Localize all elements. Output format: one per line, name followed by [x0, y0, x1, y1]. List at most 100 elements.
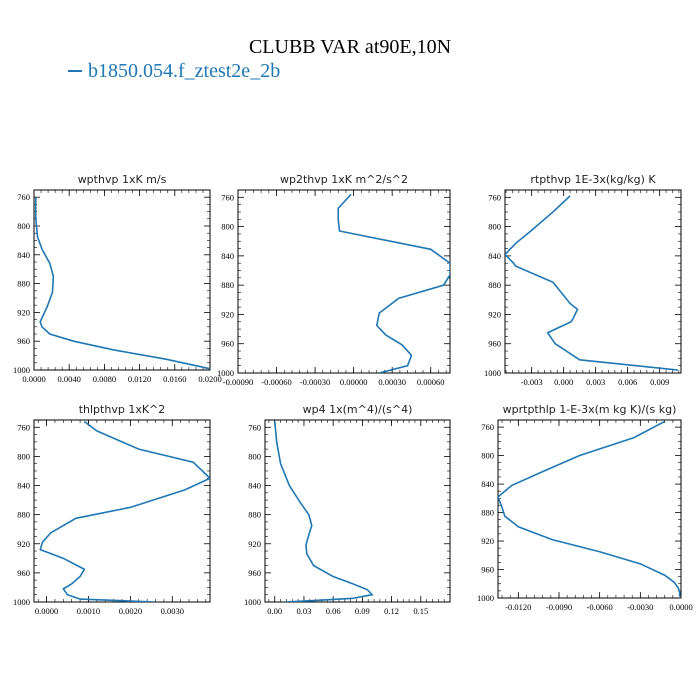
- x-tick-label: 0.0160: [163, 374, 186, 384]
- panel-1: wpthvp 1xK m/s76080084088092096010000.00…: [13, 173, 222, 384]
- x-tick-label: 0.03: [297, 606, 312, 616]
- plot-frame: [264, 419, 451, 603]
- y-tick-label: 920: [17, 307, 30, 317]
- panel-2: wp2thvp 1xK m^2/s^2 760 800 840 880 920 960 100…: [217, 173, 451, 387]
- x-tick-label: 0.12: [384, 606, 399, 616]
- y-tick-label: 960: [17, 336, 30, 346]
- x-tick-label: -0.0030: [627, 602, 653, 612]
- y-tick-label: 800: [17, 221, 30, 231]
- y-tick-label: 760: [17, 192, 30, 202]
- x-tick-label: 0.0120: [128, 374, 151, 384]
- y-tick-label: 1000: [484, 368, 501, 378]
- y-tick-label: 760: [221, 192, 234, 202]
- x-tick-label: 0.0200: [198, 374, 221, 384]
- y-tick-label: 800: [481, 451, 494, 461]
- x-tick-label: -0.00030: [300, 377, 330, 387]
- y-tick-label: 920: [17, 539, 30, 549]
- x-tick-label: 0.0010: [77, 606, 100, 616]
- y-tick-label: 760: [248, 422, 261, 432]
- x-tick-label: 0.0030: [161, 606, 184, 616]
- panel-4: thlpthvp 1xK^2 760 800 840 880 920 960 1000 0.00…: [13, 403, 211, 616]
- y-tick-label: 760: [488, 192, 501, 202]
- y-tick-label: 960: [488, 339, 501, 349]
- legend-label: b1850.054.f_ztest2e_2b: [88, 60, 281, 82]
- y-tick-label: 960: [248, 568, 261, 578]
- y-tick-label: 880: [17, 510, 30, 520]
- x-tick-label: -0.00060: [261, 377, 291, 387]
- x-tick-label: 0.000: [554, 377, 573, 387]
- y-tick-label: 880: [481, 508, 494, 518]
- x-tick-label: -0.0090: [546, 602, 572, 612]
- y-tick-label: 760: [481, 422, 494, 432]
- y-tick-label: 800: [248, 451, 261, 461]
- panel-title: thlpthvp 1xK^2: [79, 403, 166, 416]
- panel-5: wp4 1x(m^4)/(s^4) 760 800 840 880 920 960 1000 0…: [244, 403, 451, 616]
- x-tick-label: 0.0000: [35, 606, 58, 616]
- series-line: [273, 421, 374, 602]
- x-tick-label: 0.0020: [119, 606, 142, 616]
- legend: b1850.054.f_ztest2e_2b: [68, 60, 280, 83]
- panel-3: rtpthvp 1E-3x(kg/kg) K 760 800 840 880 920 960…: [484, 173, 682, 387]
- x-tick-label: 0.003: [586, 377, 605, 387]
- panel-title: wp2thvp 1xK m^2/s^2: [280, 173, 408, 186]
- x-tick-label: 0.0080: [93, 374, 116, 384]
- y-tick-label: 920: [488, 309, 501, 319]
- y-tick-label: 920: [481, 536, 494, 546]
- y-tick-label: 1000: [13, 365, 30, 375]
- x-tick-label: 0.09: [355, 606, 370, 616]
- y-tick-label: 880: [248, 510, 261, 520]
- figure-title: CLUBB VAR at90E,10N: [248, 36, 452, 58]
- y-tick-label: 840: [17, 481, 30, 491]
- x-tick-label: 0.0000: [22, 374, 45, 384]
- plot-frame: [33, 419, 211, 603]
- x-tick-label: 0.00030: [378, 377, 406, 387]
- panel-title: wprtpthlp 1-E-3x(m kg K)/(s kg): [503, 403, 677, 416]
- x-tick-label: 0.0000: [669, 602, 692, 612]
- panel-title: rtpthvp 1E-3x(kg/kg) K: [530, 173, 656, 186]
- y-tick-label: 880: [17, 279, 30, 289]
- y-tick-label: 1000: [477, 593, 494, 603]
- y-tick-label: 1000: [244, 597, 261, 607]
- y-tick-label: 1000: [13, 597, 30, 607]
- y-tick-label: 840: [17, 250, 30, 260]
- x-tick-label: 0.009: [650, 377, 669, 387]
- y-tick-label: 960: [481, 565, 494, 575]
- legend-line-swatch: [68, 70, 82, 73]
- x-tick-label: 0.00000: [340, 377, 368, 387]
- y-tick-label: 960: [221, 339, 234, 349]
- y-tick-label: 760: [17, 422, 30, 432]
- plot-frame: [504, 189, 682, 374]
- series-line: [498, 420, 681, 597]
- x-tick-label: 0.00060: [417, 377, 445, 387]
- y-tick-label: 920: [248, 539, 261, 549]
- x-tick-label: -0.00090: [223, 377, 253, 387]
- plot-frame: [497, 419, 682, 599]
- series-line: [505, 195, 678, 371]
- y-tick-label: 1000: [217, 368, 234, 378]
- y-tick-label: 880: [221, 280, 234, 290]
- y-tick-label: 960: [17, 568, 30, 578]
- y-tick-label: 840: [481, 479, 494, 489]
- y-tick-label: 840: [248, 481, 261, 491]
- y-tick-label: 840: [488, 251, 501, 261]
- plot-frame: [33, 189, 211, 371]
- series-line: [39, 420, 210, 602]
- y-tick-label: 880: [488, 280, 501, 290]
- y-tick-label: 800: [221, 222, 234, 232]
- y-tick-label: 800: [17, 451, 30, 461]
- x-tick-label: 0.006: [618, 377, 637, 387]
- x-tick-label: -0.003: [521, 377, 543, 387]
- y-tick-label: 920: [221, 309, 234, 319]
- x-tick-label: 0.15: [413, 606, 428, 616]
- x-tick-label: -0.0120: [505, 602, 531, 612]
- series-line: [337, 193, 450, 373]
- series-line: [34, 197, 210, 370]
- x-tick-label: 0.06: [326, 606, 341, 616]
- x-tick-label: 0.0040: [58, 374, 81, 384]
- x-tick-label: 0.00: [267, 606, 282, 616]
- panel-title: wpthvp 1xK m/s: [78, 173, 167, 186]
- panel-title: wp4 1x(m^4)/(s^4): [303, 403, 413, 416]
- y-tick-label: 800: [488, 222, 501, 232]
- plot-frame: [237, 189, 451, 374]
